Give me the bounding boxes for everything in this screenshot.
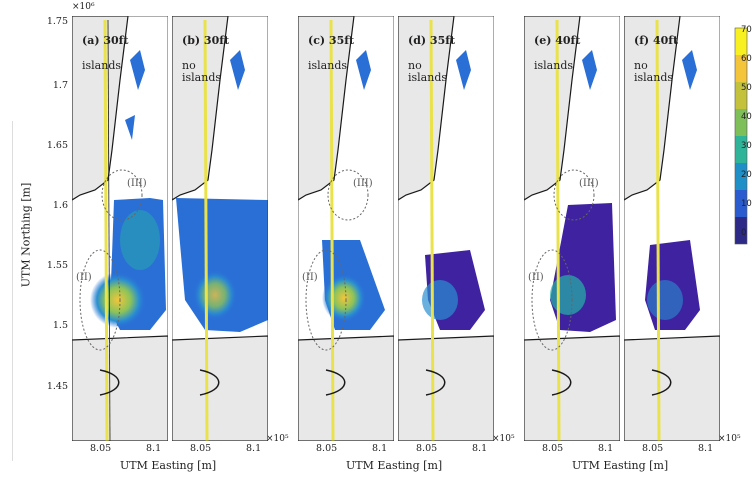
x-tick: 8.1 — [372, 443, 388, 454]
x-exponent: ×10⁵ — [492, 434, 515, 444]
colorbar-tick: 30 — [741, 141, 752, 151]
colorbar-tick: 60 — [741, 54, 752, 64]
region-label-ii: (II) — [528, 272, 544, 283]
x-tick: 8.05 — [316, 443, 338, 454]
panel-f-sub-line1: no — [634, 59, 648, 72]
panel-e-sub: islands — [534, 59, 574, 72]
x-axis-label: UTM Easting [m] — [346, 459, 443, 472]
colorbar-tick: 0 — [741, 228, 747, 238]
panel-e-map — [524, 16, 620, 441]
x-tick: 8.05 — [190, 443, 212, 454]
y-exponent: ×10⁶ — [72, 2, 95, 12]
x-tick: 8.1 — [472, 443, 488, 454]
panel-b-sub-line1: no — [182, 59, 196, 72]
x-tick: 8.1 — [598, 443, 614, 454]
x-exponent: ×10⁵ — [266, 434, 289, 444]
x-tick: 8.05 — [542, 443, 564, 454]
x-axis-label: UTM Easting [m] — [572, 459, 669, 472]
panel-b-map — [172, 16, 268, 441]
panel-c-label: (c) 35ft — [308, 34, 355, 47]
panel-c-sub: islands — [308, 59, 348, 72]
panel-f-map — [624, 16, 720, 441]
colorbar-tick: 20 — [741, 170, 752, 180]
x-tick: 8.05 — [416, 443, 438, 454]
x-axis-label: UTM Easting [m] — [120, 459, 217, 472]
x-tick: 8.05 — [90, 443, 112, 454]
colorbar-tick: 10 — [741, 199, 752, 209]
panel-d-sub-line2: islands — [408, 71, 448, 84]
x-exponent: ×10⁵ — [718, 434, 741, 444]
colorbar-tick: 50 — [741, 83, 752, 93]
y-tick: 1.75 — [46, 16, 68, 27]
panel-a-label: (a) 30ft — [82, 34, 129, 47]
colorbar-tick: 70 — [741, 25, 752, 35]
region-label-iii: (III) — [127, 178, 147, 189]
panel-b-label: (b) 30ft — [182, 34, 230, 47]
x-tick: 8.05 — [642, 443, 664, 454]
panel-c-map — [298, 16, 394, 441]
x-tick: 8.1 — [146, 443, 162, 454]
panel-a-map — [72, 16, 168, 441]
y-tick: 1.6 — [52, 200, 68, 211]
colorbar-tick: 40 — [741, 112, 752, 122]
panel-a-sub: islands — [82, 59, 122, 72]
panel-d-map — [398, 16, 494, 441]
region-label-ii: (II) — [302, 272, 318, 283]
region-label-ii: (II) — [76, 272, 92, 283]
y-tick: 1.45 — [46, 381, 68, 392]
y-tick: 1.5 — [52, 320, 68, 331]
y-tick: 1.55 — [46, 260, 68, 271]
panel-d-label: (d) 35ft — [408, 34, 456, 47]
region-label-iii: (III) — [353, 178, 373, 189]
panel-f-label: (f) 40ft — [634, 34, 679, 47]
panel-d-sub-line1: no — [408, 59, 422, 72]
panel-e-label: (e) 40ft — [534, 34, 581, 47]
x-tick: 8.1 — [698, 443, 714, 454]
colorbar — [734, 27, 748, 245]
panel-f-sub-line2: islands — [634, 71, 674, 84]
x-tick: 8.1 — [246, 443, 262, 454]
region-label-iii: (III) — [579, 178, 599, 189]
page-margin-line — [0, 121, 13, 461]
panel-b-sub-line2: islands — [182, 71, 222, 84]
y-tick: 1.65 — [46, 140, 68, 151]
y-tick: 1.7 — [52, 80, 68, 91]
